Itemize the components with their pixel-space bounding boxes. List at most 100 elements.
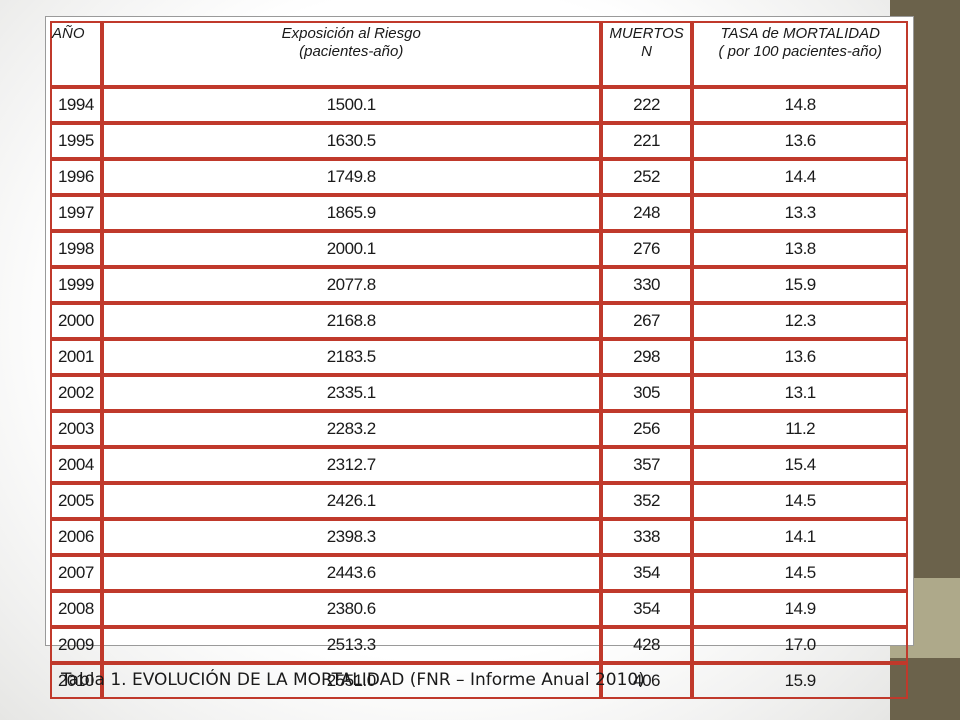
cell-exposure: 1500.1 — [101, 87, 601, 123]
cell-exposure: 2335.1 — [101, 375, 601, 411]
cell-deaths: 357 — [600, 447, 693, 483]
cell-rate: 14.9 — [692, 591, 908, 627]
cell-exposure: 2000.1 — [101, 231, 601, 267]
cell-year: 2002 — [50, 375, 102, 411]
cell-year: 2000 — [50, 303, 102, 339]
table-row: 1996 1749.8 252 14.4 — [50, 159, 908, 195]
header-year: AÑO — [50, 21, 102, 87]
table-image-frame: AÑO Exposición al Riesgo (pacientes-año)… — [45, 16, 914, 699]
table-row: 2007 2443.6 354 14.5 — [50, 555, 908, 591]
header-rate: TASA de MORTALIDAD ( por 100 pacientes-a… — [692, 21, 908, 87]
cell-deaths: 330 — [600, 267, 693, 303]
header-exposure-line2: (pacientes-año) — [299, 43, 404, 60]
table-row: 2001 2183.5 298 13.6 — [50, 339, 908, 375]
header-exposure: Exposición al Riesgo (pacientes-año) — [101, 21, 601, 87]
cell-exposure: 1865.9 — [101, 195, 601, 231]
cell-year: 2006 — [50, 519, 102, 555]
cell-year: 2001 — [50, 339, 102, 375]
cell-deaths: 352 — [600, 483, 693, 519]
table-row: 2008 2380.6 354 14.9 — [50, 591, 908, 627]
cell-year: 1998 — [50, 231, 102, 267]
cell-deaths: 305 — [600, 375, 693, 411]
cell-deaths: 267 — [600, 303, 693, 339]
cell-exposure: 2312.7 — [101, 447, 601, 483]
table-row: 1997 1865.9 248 13.3 — [50, 195, 908, 231]
cell-year: 2009 — [50, 627, 102, 663]
cell-rate: 13.3 — [692, 195, 908, 231]
cell-year: 2008 — [50, 591, 102, 627]
cell-exposure: 2513.3 — [101, 627, 601, 663]
table-row: 2000 2168.8 267 12.3 — [50, 303, 908, 339]
cell-deaths: 222 — [600, 87, 693, 123]
cell-year: 2004 — [50, 447, 102, 483]
cell-year: 1997 — [50, 195, 102, 231]
cell-deaths: 428 — [600, 627, 693, 663]
cell-exposure: 2398.3 — [101, 519, 601, 555]
cell-deaths: 221 — [600, 123, 693, 159]
header-deaths-line1: MUERTOS — [609, 25, 684, 42]
mortality-table: AÑO Exposición al Riesgo (pacientes-año)… — [50, 21, 908, 699]
header-deaths-line2: N — [641, 43, 652, 60]
cell-exposure: 2283.2 — [101, 411, 601, 447]
cell-rate: 14.5 — [692, 555, 908, 591]
cell-year: 1994 — [50, 87, 102, 123]
cell-rate: 13.1 — [692, 375, 908, 411]
table-row: 2005 2426.1 352 14.5 — [50, 483, 908, 519]
table-row: 2004 2312.7 357 15.4 — [50, 447, 908, 483]
header-deaths: MUERTOS N — [600, 21, 693, 87]
table-row: 1994 1500.1 222 14.8 — [50, 87, 908, 123]
cell-rate: 13.6 — [692, 123, 908, 159]
cell-rate: 14.4 — [692, 159, 908, 195]
cell-year: 1995 — [50, 123, 102, 159]
cell-year: 1996 — [50, 159, 102, 195]
cell-exposure: 2551.0 — [101, 663, 601, 699]
cell-rate: 14.8 — [692, 87, 908, 123]
table-row: 2010 2551.0 406 15.9 — [50, 663, 908, 699]
header-rate-line1: TASA de MORTALIDAD — [720, 25, 880, 42]
cell-rate: 13.6 — [692, 339, 908, 375]
cell-rate: 12.3 — [692, 303, 908, 339]
cell-year: 2007 — [50, 555, 102, 591]
cell-exposure: 2168.8 — [101, 303, 601, 339]
cell-deaths: 354 — [600, 555, 693, 591]
cell-year: 1999 — [50, 267, 102, 303]
table-caption: Tabla 1. EVOLUCIÓN DE LA MORTALIDAD (FNR… — [61, 670, 645, 690]
cell-exposure: 1749.8 — [101, 159, 601, 195]
cell-year: 2005 — [50, 483, 102, 519]
cell-rate: 15.9 — [692, 267, 908, 303]
header-year-label: AÑO — [52, 25, 85, 42]
cell-rate: 14.1 — [692, 519, 908, 555]
cell-exposure: 2183.5 — [101, 339, 601, 375]
cell-deaths: 354 — [600, 591, 693, 627]
cell-deaths: 298 — [600, 339, 693, 375]
cell-rate: 17.0 — [692, 627, 908, 663]
cell-exposure: 2426.1 — [101, 483, 601, 519]
cell-deaths: 406 — [600, 663, 693, 699]
cell-rate: 15.9 — [692, 663, 908, 699]
table-row: 2003 2283.2 256 11.2 — [50, 411, 908, 447]
cell-deaths: 338 — [600, 519, 693, 555]
cell-exposure: 1630.5 — [101, 123, 601, 159]
table-row: 2009 2513.3 428 17.0 — [50, 627, 908, 663]
table-row: 1999 2077.8 330 15.9 — [50, 267, 908, 303]
cell-exposure: 2077.8 — [101, 267, 601, 303]
table-header-row: AÑO Exposición al Riesgo (pacientes-año)… — [50, 21, 908, 87]
cell-rate: 15.4 — [692, 447, 908, 483]
cell-rate: 13.8 — [692, 231, 908, 267]
table-row: 1995 1630.5 221 13.6 — [50, 123, 908, 159]
cell-exposure: 2443.6 — [101, 555, 601, 591]
cell-rate: 14.5 — [692, 483, 908, 519]
cell-exposure: 2380.6 — [101, 591, 601, 627]
table-row: 2006 2398.3 338 14.1 — [50, 519, 908, 555]
table-row: 1998 2000.1 276 13.8 — [50, 231, 908, 267]
cell-deaths: 248 — [600, 195, 693, 231]
header-rate-line2: ( por 100 pacientes-año) — [718, 43, 882, 60]
header-exposure-line1: Exposición al Riesgo — [281, 25, 421, 42]
table-row: 2002 2335.1 305 13.1 — [50, 375, 908, 411]
table-body: 1994 1500.1 222 14.8 1995 1630.5 221 13.6 1996 17… — [50, 87, 908, 699]
cell-year: 2003 — [50, 411, 102, 447]
cell-year: 2010 — [50, 663, 102, 699]
cell-deaths: 256 — [600, 411, 693, 447]
cell-deaths: 276 — [600, 231, 693, 267]
cell-deaths: 252 — [600, 159, 693, 195]
